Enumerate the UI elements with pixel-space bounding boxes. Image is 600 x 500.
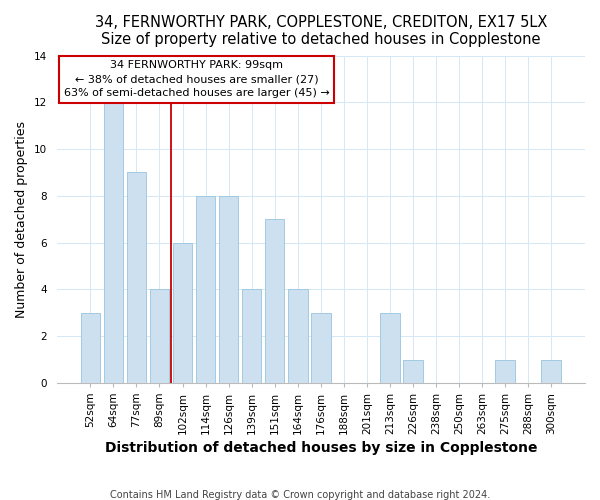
Bar bbox=[541, 360, 561, 383]
Bar bbox=[496, 360, 515, 383]
Bar bbox=[265, 219, 284, 383]
Bar bbox=[196, 196, 215, 383]
Bar bbox=[219, 196, 238, 383]
Bar bbox=[104, 102, 123, 383]
Bar bbox=[242, 290, 262, 383]
Text: 34 FERNWORTHY PARK: 99sqm
← 38% of detached houses are smaller (27)
63% of semi-: 34 FERNWORTHY PARK: 99sqm ← 38% of detac… bbox=[64, 60, 329, 98]
Bar bbox=[288, 290, 308, 383]
Bar bbox=[380, 312, 400, 383]
Bar bbox=[311, 312, 331, 383]
Bar bbox=[403, 360, 423, 383]
Bar bbox=[127, 172, 146, 383]
Title: 34, FERNWORTHY PARK, COPPLESTONE, CREDITON, EX17 5LX
Size of property relative t: 34, FERNWORTHY PARK, COPPLESTONE, CREDIT… bbox=[95, 15, 547, 48]
Text: Contains HM Land Registry data © Crown copyright and database right 2024.: Contains HM Land Registry data © Crown c… bbox=[110, 490, 490, 500]
Y-axis label: Number of detached properties: Number of detached properties bbox=[15, 120, 28, 318]
Bar bbox=[80, 312, 100, 383]
Bar bbox=[149, 290, 169, 383]
X-axis label: Distribution of detached houses by size in Copplestone: Distribution of detached houses by size … bbox=[104, 441, 537, 455]
Bar bbox=[173, 242, 193, 383]
